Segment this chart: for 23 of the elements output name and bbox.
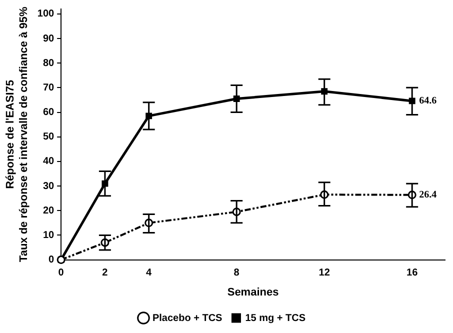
x-tick-label: 16 <box>406 268 418 279</box>
data-label: 26.4 <box>419 189 437 200</box>
legend-label: Placebo + TCS <box>152 312 223 324</box>
y-tick-label: 90 <box>42 33 55 44</box>
y-tick-label: 20 <box>42 205 55 216</box>
y-tick-label: 10 <box>42 230 55 241</box>
y-tick-label: 60 <box>42 107 55 118</box>
y-tick-label: 0 <box>48 254 55 266</box>
y-axis-title: Réponse de l'EASI75 Taux de réponse et intervalle de confiance à 95% <box>4 6 30 262</box>
y-tick-label: 70 <box>42 82 55 94</box>
data-label: 64.6 <box>419 96 437 107</box>
y-tick-label: 80 <box>42 58 55 69</box>
x-tick-label: 12 <box>318 268 330 279</box>
x-tick-label: 8 <box>234 268 240 279</box>
x-tick-label: 0 <box>58 268 64 279</box>
y-tick-label: 100 <box>37 8 55 20</box>
x-axis-title: Semaines <box>227 286 279 298</box>
y-tick-label: 30 <box>42 180 55 192</box>
x-tick-label: 2 <box>102 268 108 279</box>
y-tick-label: 50 <box>42 132 55 143</box>
legend-label: 15 mg + TCS <box>245 312 306 324</box>
x-tick-label: 4 <box>146 268 152 279</box>
y-tick-label: 40 <box>42 156 55 168</box>
